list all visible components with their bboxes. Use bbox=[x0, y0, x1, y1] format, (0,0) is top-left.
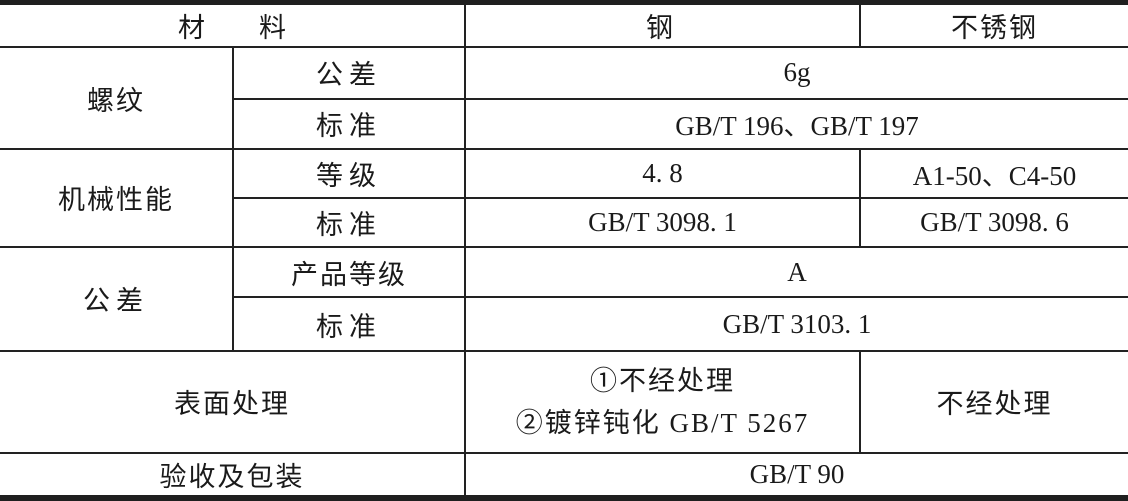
acceptance-value-cell: GB/T 90 bbox=[464, 451, 1128, 500]
thread-tolerance-row: 螺纹 公差 6g bbox=[0, 46, 1128, 151]
surface-steel-option-2: ②镀锌钝化 GB/T 5267 bbox=[515, 407, 810, 438]
tolerance-standard-value-cell: GB/T 3103. 1 bbox=[464, 296, 1128, 352]
tolerance-product-grade-label-cell: 产品等级 bbox=[232, 245, 466, 299]
tolerance-product-grade-value-cell: A bbox=[464, 245, 1128, 299]
surface-steel-cell: ①不经处理 ②镀锌钝化 GB/T 5267 bbox=[464, 349, 861, 454]
mechanical-group-cell: 机械性能 bbox=[0, 148, 234, 248]
mechanical-grade-label-cell: 等级 bbox=[232, 148, 466, 200]
thread-group-cell: 螺纹 bbox=[0, 46, 234, 151]
mechanical-standard-label-cell: 标准 bbox=[233, 197, 466, 248]
surface-steel-option-1: ①不经处理 bbox=[590, 365, 735, 396]
acceptance-label-cell: 验收及包装 bbox=[0, 451, 466, 500]
header-stainless-cell: 不锈钢 bbox=[859, 1, 1128, 49]
acceptance-row: 验收及包装 GB/T 90 bbox=[0, 451, 1128, 500]
surface-stainless-cell: 不经处理 bbox=[859, 349, 1128, 454]
mechanical-standard-steel-cell: GB/T 3098. 1 bbox=[464, 197, 861, 248]
tolerance-standard-row: 标准 GB/T 3103. 1 bbox=[0, 296, 1128, 352]
mechanical-standard-stainless-cell: GB/T 3098. 6 bbox=[859, 197, 1128, 248]
thread-tolerance-label-cell: 公差 bbox=[232, 46, 466, 100]
mechanical-grade-stainless-cell: A1-50、C4-50 bbox=[859, 148, 1128, 200]
mechanical-grade-row: 机械性能 等级 4. 8 A1-50、C4-50 bbox=[0, 148, 1128, 248]
header-row: 材 料 钢 不锈钢 bbox=[0, 1, 1128, 49]
surface-label-cell: 表面处理 bbox=[0, 349, 466, 454]
header-steel-cell: 钢 bbox=[464, 1, 861, 49]
thread-standard-label-cell: 标准 bbox=[233, 97, 466, 151]
thread-tolerance-value-cell: 6g bbox=[464, 46, 1128, 100]
surface-treatment-row: 表面处理 ①不经处理 ②镀锌钝化 GB/T 5267 不经处理 bbox=[0, 349, 1128, 454]
tolerance-group-cell: 公差 bbox=[0, 245, 234, 352]
mechanical-grade-steel-cell: 4. 8 bbox=[464, 148, 861, 200]
thread-standard-row: 标准 GB/T 196、GB/T 197 bbox=[0, 97, 1128, 151]
tolerance-product-grade-row: 公差 产品等级 A bbox=[0, 245, 1128, 352]
tolerance-standard-label-cell: 标准 bbox=[233, 296, 466, 352]
mechanical-standard-row: 标准 GB/T 3098. 1 GB/T 3098. 6 bbox=[0, 197, 1128, 248]
header-material-cell: 材 料 bbox=[0, 1, 466, 49]
thread-standard-value-cell: GB/T 196、GB/T 197 bbox=[464, 97, 1128, 151]
